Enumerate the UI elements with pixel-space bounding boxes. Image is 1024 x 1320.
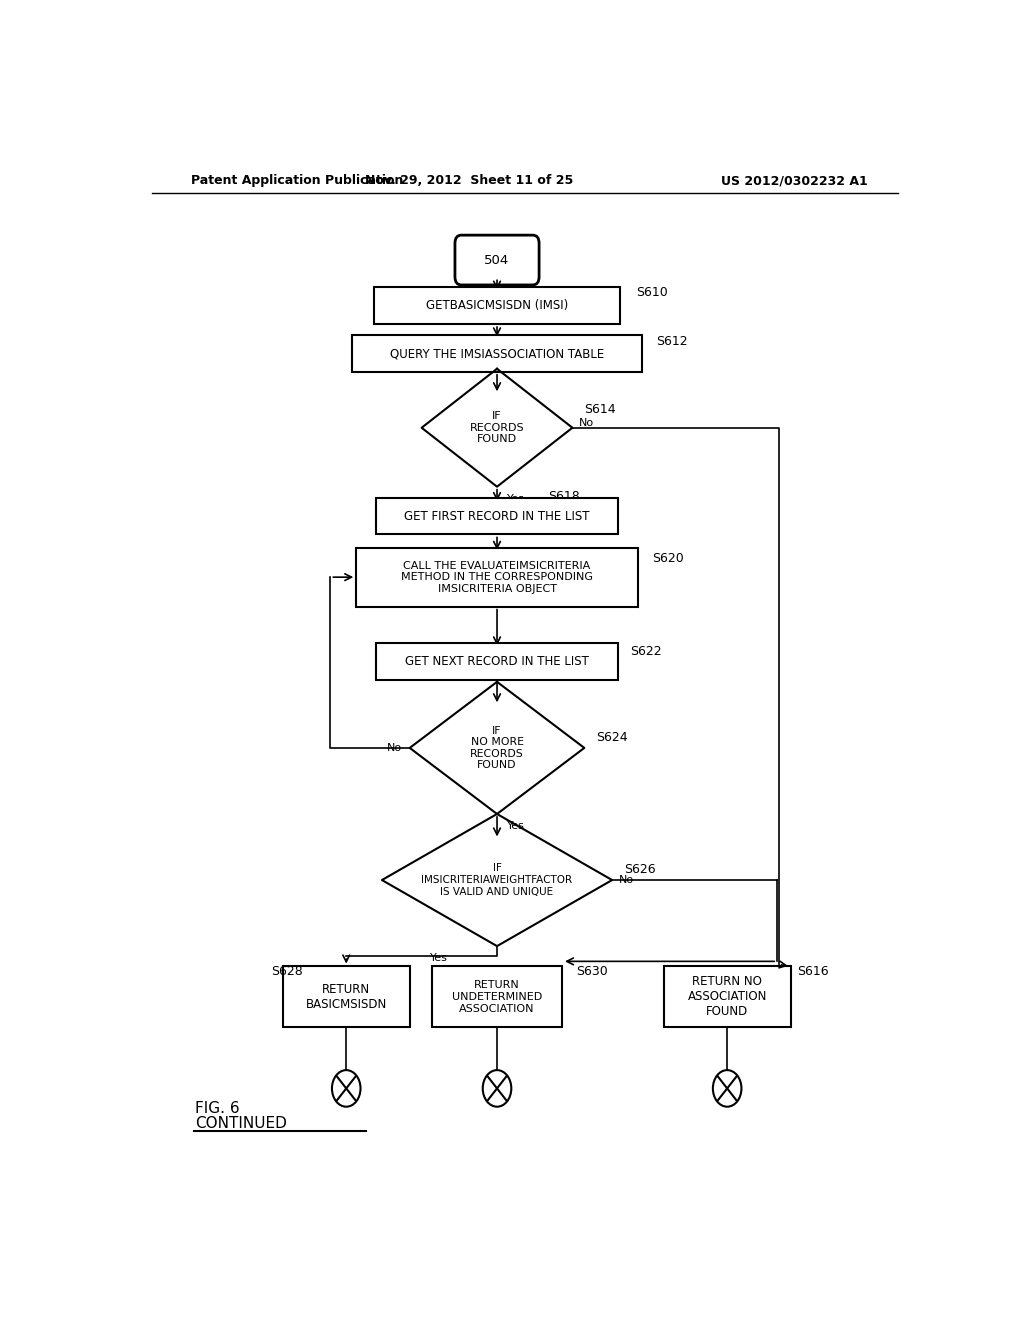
- Text: QUERY THE IMSIASSOCIATION TABLE: QUERY THE IMSIASSOCIATION TABLE: [390, 347, 604, 360]
- Text: IF
NO MORE
RECORDS
FOUND: IF NO MORE RECORDS FOUND: [470, 726, 524, 771]
- Text: Yes: Yes: [430, 953, 447, 964]
- Text: IF
IMSICRITERIAWEIGHTFACTOR
IS VALID AND UNIQUE: IF IMSICRITERIAWEIGHTFACTOR IS VALID AND…: [422, 863, 572, 896]
- Text: Yes: Yes: [507, 494, 524, 504]
- Text: S614: S614: [585, 403, 616, 416]
- Text: S626: S626: [624, 863, 655, 876]
- FancyBboxPatch shape: [356, 548, 638, 607]
- Text: S612: S612: [655, 335, 687, 348]
- Text: US 2012/0302232 A1: US 2012/0302232 A1: [721, 174, 868, 187]
- Text: CONTINUED: CONTINUED: [196, 1117, 288, 1131]
- FancyBboxPatch shape: [455, 235, 539, 285]
- Text: GET NEXT RECORD IN THE LIST: GET NEXT RECORD IN THE LIST: [406, 655, 589, 668]
- Polygon shape: [382, 814, 612, 946]
- Polygon shape: [422, 368, 572, 487]
- Text: Patent Application Publication: Patent Application Publication: [191, 174, 403, 187]
- Text: S628: S628: [270, 965, 303, 978]
- Text: 504: 504: [484, 253, 510, 267]
- Text: FIG. 6: FIG. 6: [196, 1101, 240, 1117]
- FancyBboxPatch shape: [374, 288, 621, 325]
- Text: No: No: [579, 417, 594, 428]
- Text: Yes: Yes: [507, 821, 524, 832]
- Polygon shape: [410, 682, 585, 814]
- Text: S624: S624: [596, 731, 628, 744]
- Text: CALL THE EVALUATEIMSICRITERIA
METHOD IN THE CORRESPONDING
IMSICRITERIA OBJECT: CALL THE EVALUATEIMSICRITERIA METHOD IN …: [401, 561, 593, 594]
- Text: GET FIRST RECORD IN THE LIST: GET FIRST RECORD IN THE LIST: [404, 510, 590, 523]
- FancyBboxPatch shape: [431, 966, 562, 1027]
- Text: S630: S630: [577, 965, 608, 978]
- Text: RETURN
BASICMSISDN: RETURN BASICMSISDN: [305, 983, 387, 1011]
- Text: S610: S610: [636, 286, 668, 300]
- Text: S618: S618: [549, 490, 581, 503]
- Text: RETURN NO
ASSOCIATION
FOUND: RETURN NO ASSOCIATION FOUND: [687, 975, 767, 1019]
- FancyBboxPatch shape: [664, 966, 791, 1027]
- Text: IF
RECORDS
FOUND: IF RECORDS FOUND: [470, 411, 524, 445]
- FancyBboxPatch shape: [376, 498, 618, 535]
- Text: Nov. 29, 2012  Sheet 11 of 25: Nov. 29, 2012 Sheet 11 of 25: [366, 174, 573, 187]
- Text: S622: S622: [631, 645, 662, 657]
- Text: RETURN
UNDETERMINED
ASSOCIATION: RETURN UNDETERMINED ASSOCIATION: [452, 981, 542, 1014]
- FancyBboxPatch shape: [352, 335, 642, 372]
- FancyBboxPatch shape: [283, 966, 410, 1027]
- Text: No: No: [618, 875, 634, 884]
- Text: S616: S616: [797, 965, 828, 978]
- Text: S620: S620: [652, 552, 684, 565]
- Text: No: No: [387, 743, 401, 752]
- FancyBboxPatch shape: [376, 643, 618, 680]
- Text: GETBASICMSISDN (IMSI): GETBASICMSISDN (IMSI): [426, 300, 568, 313]
